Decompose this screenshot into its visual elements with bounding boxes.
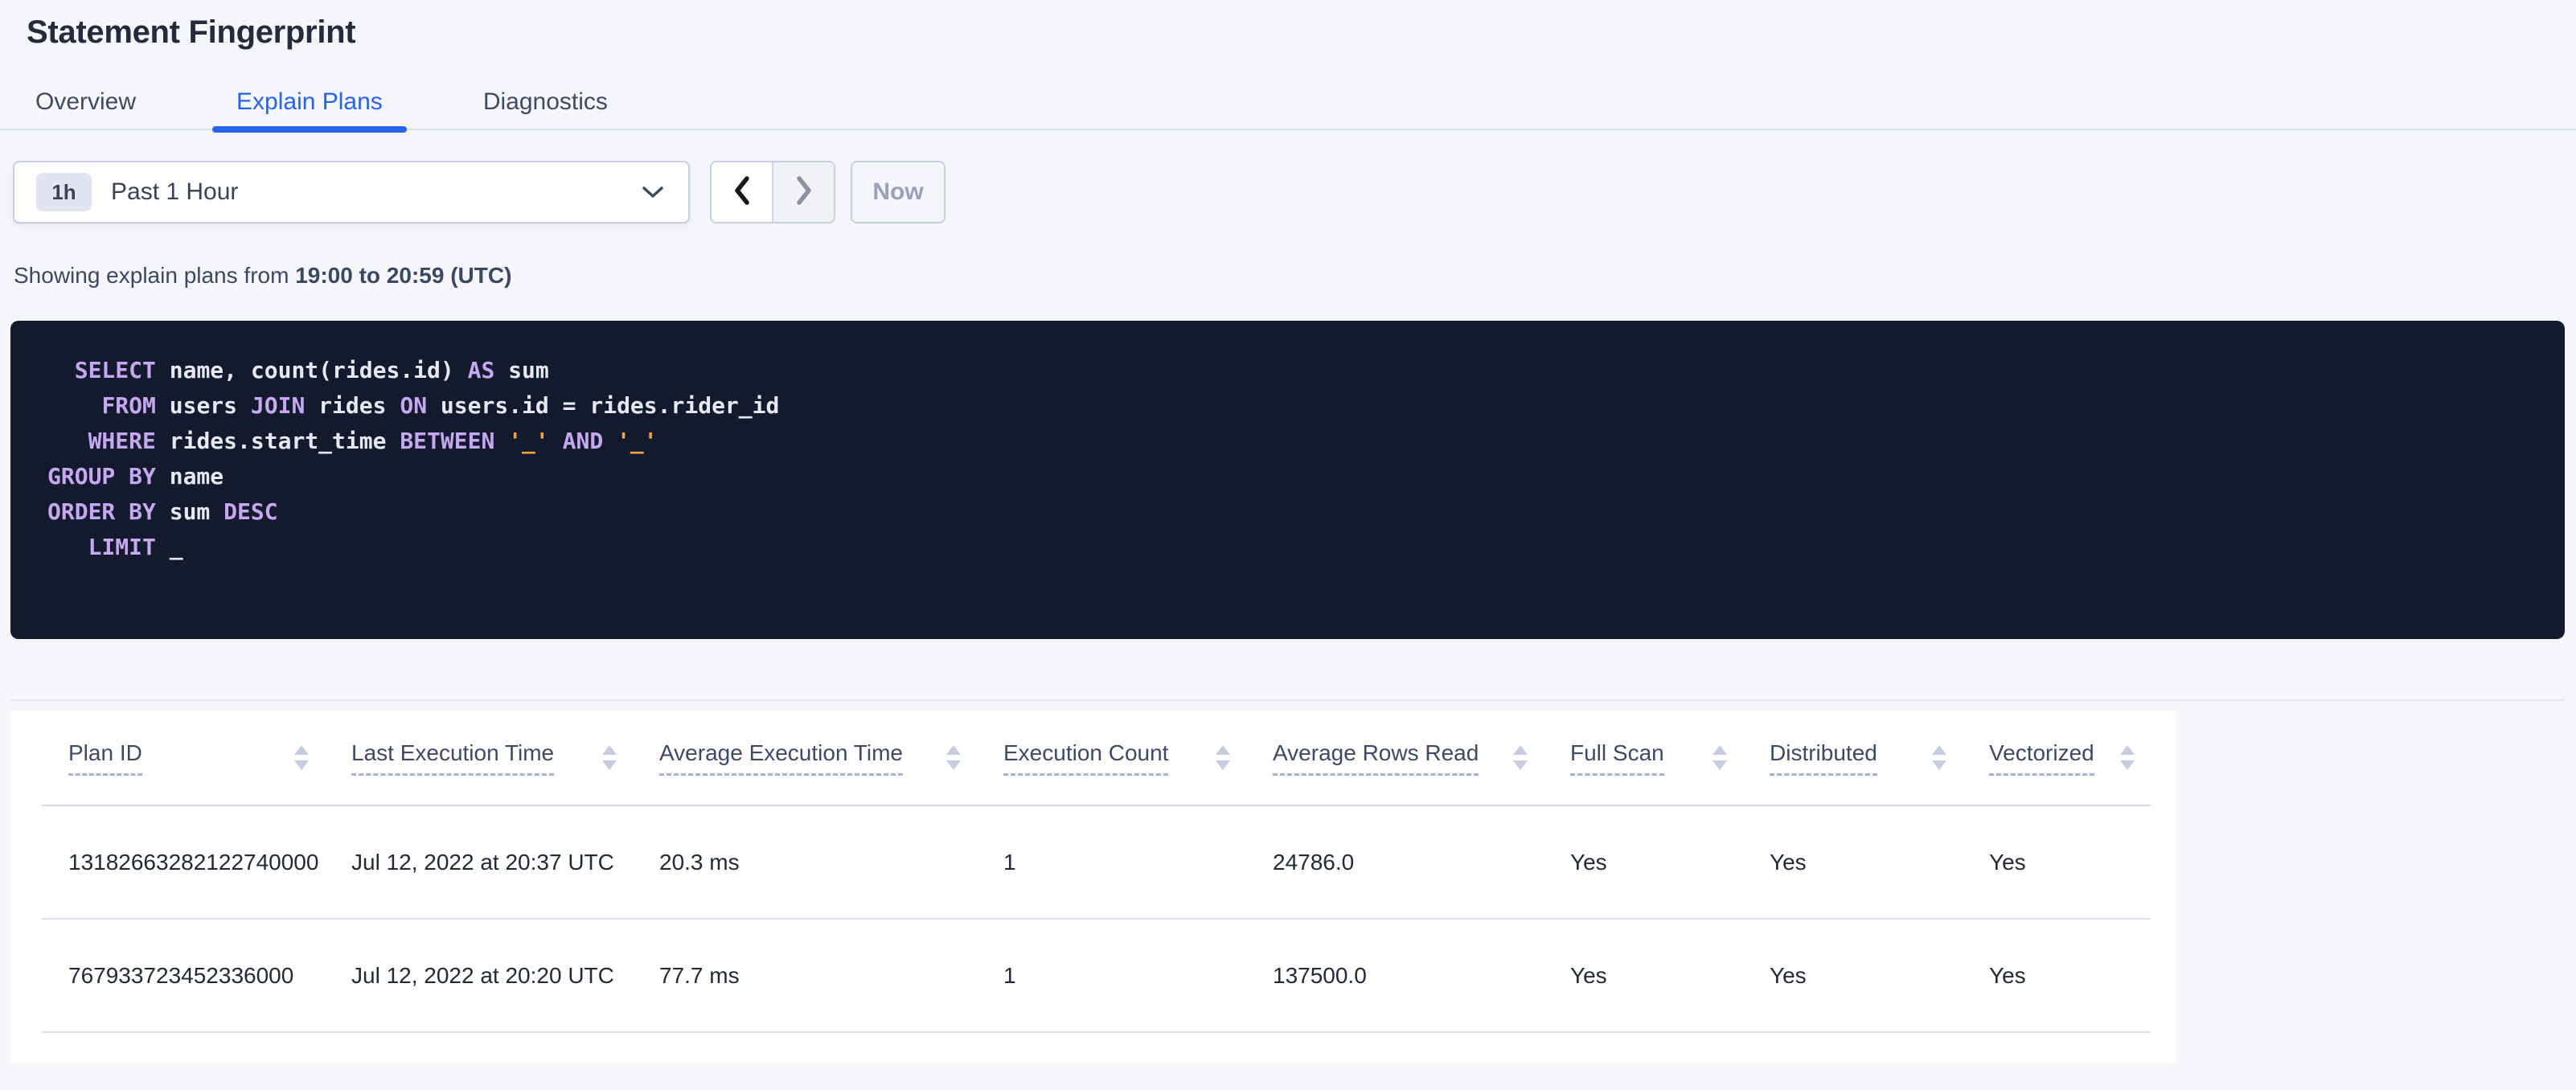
- section-divider: [10, 699, 2565, 701]
- column-header-label: Vectorized: [1989, 740, 2094, 776]
- column-header-label: Full Scan: [1570, 740, 1664, 776]
- sort-icon: [1513, 745, 1528, 770]
- chevron-right-icon: [794, 175, 814, 210]
- cell-execution-count: 1: [1003, 962, 1016, 988]
- cell-last-execution-time: Jul 12, 2022 at 20:37 UTC: [351, 849, 614, 875]
- sort-icon: [946, 745, 961, 770]
- sort-icon: [1216, 745, 1230, 770]
- sort-icon: [294, 745, 309, 770]
- sql-code: SELECT name, count(rides.id) AS sum FROM…: [47, 353, 2528, 565]
- column-header-label: Distributed: [1770, 740, 1877, 776]
- explain-plans-table-card: Plan ID Last Execution Time Average Execut…: [10, 711, 2176, 1063]
- cell-distributed: Yes: [1770, 962, 1807, 988]
- sql-line: SELECT name, count(rides.id) AS sum: [74, 357, 549, 383]
- sql-code-block: SELECT name, count(rides.id) AS sum FROM…: [10, 321, 2565, 639]
- next-time-button[interactable]: [773, 162, 834, 222]
- cell-vectorized: Yes: [1989, 962, 2026, 988]
- sql-line: ORDER BY sum DESC: [47, 498, 278, 525]
- column-header-label: Execution Count: [1003, 740, 1169, 776]
- previous-time-button[interactable]: [712, 162, 773, 222]
- cell-last-execution-time: Jul 12, 2022 at 20:20 UTC: [351, 962, 614, 988]
- page-title: Statement Fingerprint: [27, 14, 356, 50]
- column-header-full-scan[interactable]: Full Scan: [1544, 711, 1743, 805]
- cell-plan-id: 13182663282122740000: [68, 849, 319, 875]
- table-row: 767933723452336000 Jul 12, 2022 at 20:20 …: [42, 919, 2151, 1032]
- sort-icon: [602, 745, 617, 770]
- now-button[interactable]: Now: [851, 161, 945, 223]
- sort-icon: [1932, 745, 1946, 770]
- column-header-average-rows-read[interactable]: Average Rows Read: [1246, 711, 1544, 805]
- explain-plans-table: Plan ID Last Execution Time Average Execut…: [42, 711, 2151, 1033]
- cell-average-execution-time: 77.7 ms: [659, 962, 740, 988]
- column-header-label: Average Execution Time: [659, 740, 903, 776]
- time-range-dropdown[interactable]: 1h Past 1 Hour: [13, 161, 690, 223]
- column-header-label: Average Rows Read: [1273, 740, 1479, 776]
- chevron-left-icon: [732, 175, 752, 210]
- tab-diagnostics[interactable]: Diagnostics: [482, 88, 608, 115]
- cell-full-scan: Yes: [1570, 849, 1607, 875]
- column-header-plan-id[interactable]: Plan ID: [42, 711, 325, 805]
- tab-explain-plans[interactable]: Explain Plans: [212, 76, 407, 133]
- tab-overview[interactable]: Overview: [35, 88, 137, 115]
- cell-full-scan: Yes: [1570, 962, 1607, 988]
- column-header-last-execution-time[interactable]: Last Execution Time: [325, 711, 633, 805]
- cell-average-rows-read: 24786.0: [1273, 849, 1355, 875]
- cell-plan-id: 767933723452336000: [68, 962, 294, 988]
- sql-line: FROM users JOIN rides ON users.id = ride…: [101, 392, 780, 419]
- cell-distributed: Yes: [1770, 849, 1807, 875]
- sql-line: LIMIT _: [88, 534, 183, 560]
- column-header-average-execution-time[interactable]: Average Execution Time: [633, 711, 977, 805]
- cell-vectorized: Yes: [1989, 849, 2026, 875]
- time-range-label: Past 1 Hour: [111, 178, 239, 205]
- cell-average-execution-time: 20.3 ms: [659, 849, 740, 875]
- table-header-row: Plan ID Last Execution Time Average Execut…: [42, 711, 2151, 805]
- tab-bar: Overview Explain Plans Diagnostics: [0, 76, 2576, 133]
- sql-line: GROUP BY name: [47, 463, 224, 490]
- column-header-distributed[interactable]: Distributed: [1743, 711, 1963, 805]
- time-step-group: [710, 161, 835, 223]
- column-header-label: Plan ID: [68, 740, 142, 776]
- time-range-summary-prefix: Showing explain plans from: [14, 263, 296, 288]
- sql-line: WHERE rides.start_time BETWEEN '_' AND '…: [88, 428, 658, 454]
- time-range-summary: Showing explain plans from 19:00 to 20:5…: [14, 262, 2576, 289]
- column-header-execution-count[interactable]: Execution Count: [977, 711, 1246, 805]
- time-controls: 1h Past 1 Hour Now: [13, 161, 2576, 223]
- cell-average-rows-read: 137500.0: [1273, 962, 1367, 988]
- sort-icon: [1713, 745, 1727, 770]
- time-range-summary-range: 19:00 to 20:59 (UTC): [295, 263, 512, 288]
- column-header-label: Last Execution Time: [351, 740, 555, 776]
- time-range-badge: 1h: [36, 173, 92, 211]
- sort-icon: [2120, 745, 2135, 770]
- chevron-down-icon: [642, 185, 664, 199]
- cell-execution-count: 1: [1003, 849, 1016, 875]
- table-row: 13182663282122740000 Jul 12, 2022 at 20:3…: [42, 805, 2151, 919]
- column-header-vectorized[interactable]: Vectorized: [1963, 711, 2151, 805]
